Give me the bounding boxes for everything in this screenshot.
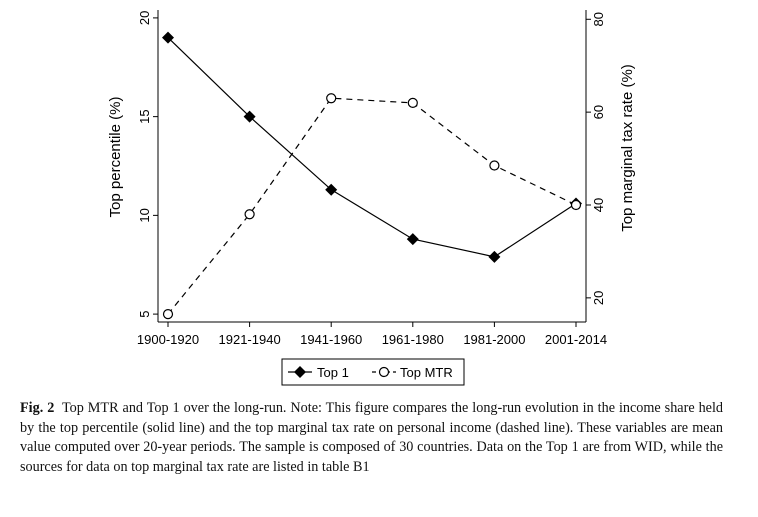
figure-caption: Fig. 2 Top MTR and Top 1 over the long-r… bbox=[20, 399, 723, 477]
series-layer bbox=[162, 31, 582, 320]
right-axis-title: Top marginal tax rate (%) bbox=[619, 64, 636, 232]
series-line-top-1 bbox=[167, 37, 577, 258]
data-point-top-1 bbox=[406, 233, 419, 246]
data-point-top-mtr bbox=[244, 209, 255, 220]
data-point-top-1 bbox=[325, 183, 338, 196]
right-tick-label: 20 bbox=[591, 291, 606, 305]
x-tick-label: 1961-1980 bbox=[382, 332, 444, 347]
legend: Top 1 Top MTR bbox=[281, 358, 465, 386]
data-point-top-1 bbox=[162, 31, 174, 44]
left-axis-ticks: 5 10 15 20 bbox=[137, 11, 158, 318]
left-tick-label: 15 bbox=[137, 109, 152, 123]
line-chart: 5 10 15 20 20 40 60 80 1900-1920 1921-1940 1941-… bbox=[107, 10, 636, 386]
left-tick-label: 10 bbox=[137, 208, 152, 222]
data-point-top-mtr bbox=[326, 93, 337, 104]
left-axis-title: Top percentile (%) bbox=[107, 97, 124, 218]
data-point-top-mtr bbox=[570, 199, 582, 211]
data-point-top-1 bbox=[243, 110, 256, 123]
right-tick-label: 40 bbox=[591, 198, 606, 212]
legend-mtr-marker bbox=[378, 366, 390, 378]
legend-mtr-label: Top MTR bbox=[400, 365, 453, 380]
data-point-top-mtr bbox=[407, 97, 418, 108]
legend-top1-label: Top 1 bbox=[317, 365, 349, 380]
x-tick-label: 2001-2014 bbox=[545, 332, 607, 347]
right-axis-ticks: 20 40 60 80 bbox=[586, 12, 606, 305]
caption-text: Top MTR and Top 1 over the long-run. Not… bbox=[20, 400, 724, 475]
x-axis-ticks: 1900-1920 1921-1940 1941-1960 1961-1980 1981… bbox=[137, 322, 607, 347]
x-tick-label: 1900-1920 bbox=[137, 332, 199, 347]
data-point-top-1 bbox=[488, 250, 501, 263]
x-tick-label: 1921-1940 bbox=[219, 332, 281, 347]
legend-top1-marker bbox=[294, 366, 306, 378]
data-point-top-mtr bbox=[489, 160, 500, 171]
data-point-top-mtr bbox=[162, 309, 174, 320]
x-tick-label: 1981-2000 bbox=[463, 332, 525, 347]
left-tick-label: 5 bbox=[137, 310, 152, 317]
left-tick-label: 20 bbox=[137, 11, 152, 25]
figure-label: Fig. 2 bbox=[20, 400, 55, 416]
right-tick-label: 60 bbox=[591, 105, 606, 119]
right-tick-label: 80 bbox=[591, 12, 606, 26]
series-line-top-mtr bbox=[167, 97, 577, 315]
x-tick-label: 1941-1960 bbox=[300, 332, 362, 347]
